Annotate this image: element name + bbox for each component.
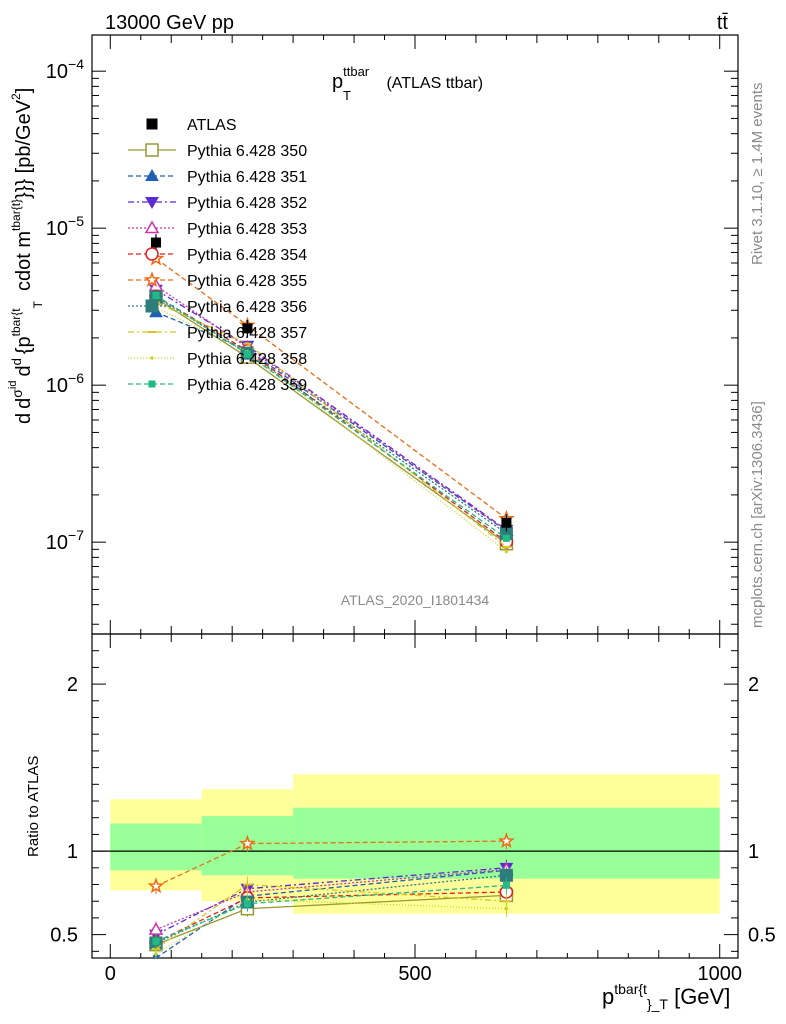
legend-marker [145,143,159,157]
ratio-y-tick-label-right: 2 [748,674,759,696]
data-point [242,323,253,334]
series-point-ratio [243,900,251,908]
mcplots-label: mcplots.cern.ch [arXiv:1306.3436] [749,401,766,628]
x-axis-label: ptbar{t}_T [GeV] [602,981,730,1012]
rivet-label: Rivet 3.1.10, ≥ 1.4M events [749,83,766,266]
legend-label: Pythia 6.428 356 [187,299,307,316]
legend-marker [145,168,159,181]
legend-label: ATLAS [187,117,237,134]
ratio-y-tick-label: 0.5 [50,925,78,947]
plot-title: pttbar T (ATLAS ttbar) [332,64,483,103]
series-point-ratio [502,881,510,889]
plot-title-main: p [332,71,343,93]
ratio-y-tick-label: 1 [67,841,78,863]
x-tick-label: 1000 [697,963,742,985]
ratio-y-label: Ratio to ATLAS [25,756,42,857]
band-inner-0 [110,823,202,871]
series-point-ratio [152,937,160,945]
y-tick-label: 10−6 [46,370,84,397]
legend-label: Pythia 6.428 359 [187,377,307,394]
y-tick-label: 10−5 [46,213,84,240]
series-point-main [504,549,509,554]
legend: ATLAS Pythia 6.428 350 Pythia 6.428 351 Pyt… [128,117,307,394]
legend-label: Pythia 6.428 357 [187,325,307,342]
legend-marker [143,271,161,288]
series-point-ratio [238,834,256,851]
ratio-y-tick-label-right: 0.5 [748,925,776,947]
x-tick-label: 0 [105,963,116,985]
plot-title-rest: (ATLAS ttbar) [382,75,483,92]
analysis-label: ATLAS_2020_I1801434 [341,592,490,608]
legend-marker [146,118,158,130]
legend-marker [145,197,159,210]
y-tick-label: 10−4 [46,56,84,83]
legend-label: Pythia 6.428 351 [187,169,307,186]
series-point-ratio [497,832,515,849]
axis-ticks: 0 500 1000 10−7 10−6 10−5 10−4 0.5 0.5 1 1 2 2 [46,35,776,985]
ratio-y-tick-label-right: 1 [748,841,759,863]
legend-label: Pythia 6.428 350 [187,143,307,160]
series-line-ratio-7 [155,883,507,950]
header-left: 13000 GeV pp [105,12,234,34]
header-right: tt̄ [717,12,729,34]
legend-label: Pythia 6.428 352 [187,195,307,212]
series-line-ratio-8 [155,898,507,955]
series-line-main-1 [155,311,507,532]
series-line-ratio-1 [155,869,507,958]
series-point-ratio [154,952,158,956]
data-point [501,517,512,528]
y-tick-label: 10−7 [46,527,84,554]
series-line-main-3 [155,285,507,532]
legend-label: Pythia 6.428 358 [187,351,307,368]
legend-marker [150,356,154,360]
series-line-ratio-3 [155,868,507,931]
ratio-uncertainty-bands [92,774,738,914]
legend-marker [145,299,159,313]
series-point-main [502,534,510,542]
series-line-main-8 [155,307,507,553]
legend-marker [148,380,156,388]
series-point-ratio [504,906,509,911]
plot-title-sup: ttbar [343,64,370,79]
data-point [150,237,161,248]
legend-label: Pythia 6.428 353 [187,221,307,238]
series-line-main-6 [155,296,507,534]
main-y-label: ddσiddd{ptbar{tTcdot mtbar{t}}}} [pb/GeV… [7,88,45,424]
legend-label: Pythia 6.428 354 [187,247,307,264]
ratio-y-tick-label: 2 [67,674,78,696]
legend-label: Pythia 6.428 355 [187,273,307,290]
ratio-panel-series [147,832,515,958]
plot-title-sub: T [343,88,351,103]
series-point-main [243,350,251,358]
series-point-ratio [148,922,164,935]
legend-marker [144,220,160,234]
series-point-ratio [147,877,165,894]
legend-marker [145,247,159,261]
series-point-main [152,291,160,299]
x-tick-label: 500 [398,963,431,985]
